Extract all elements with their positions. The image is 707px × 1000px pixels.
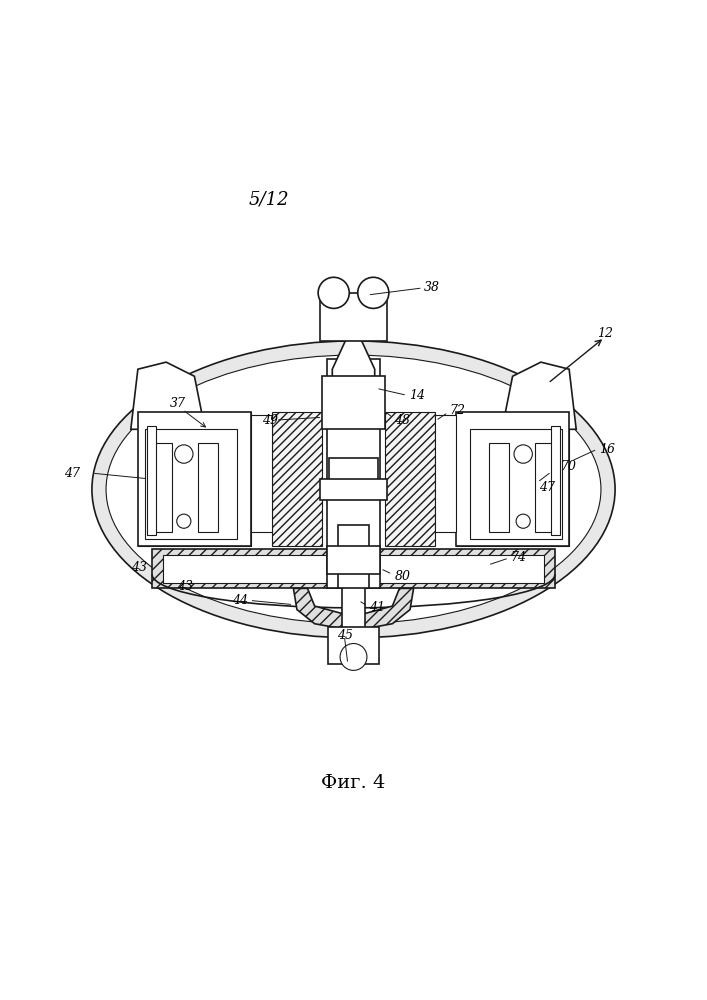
Text: 47: 47	[539, 481, 555, 494]
Text: 72: 72	[450, 404, 466, 417]
Text: 41: 41	[369, 601, 385, 614]
Bar	[535, 443, 555, 532]
Text: 70: 70	[561, 460, 577, 473]
Text: 45: 45	[337, 629, 353, 642]
Text: 38: 38	[424, 281, 440, 294]
Circle shape	[514, 445, 532, 463]
Bar	[251, 415, 272, 532]
Ellipse shape	[92, 341, 615, 638]
Polygon shape	[385, 412, 435, 546]
Bar	[147, 426, 156, 535]
Bar	[152, 549, 555, 588]
Text: 14: 14	[409, 389, 425, 402]
Bar	[327, 359, 380, 588]
Circle shape	[516, 514, 530, 528]
Circle shape	[177, 514, 191, 528]
Polygon shape	[131, 362, 201, 429]
Polygon shape	[332, 323, 375, 412]
Circle shape	[318, 277, 349, 308]
Bar	[152, 443, 172, 532]
Text: 48: 48	[395, 414, 411, 427]
Bar	[320, 293, 387, 341]
Bar	[342, 585, 365, 631]
Bar	[327, 546, 380, 574]
Circle shape	[340, 644, 367, 670]
Polygon shape	[456, 412, 569, 546]
Circle shape	[175, 445, 193, 463]
Bar	[470, 429, 562, 539]
Bar	[456, 412, 569, 546]
Bar	[329, 458, 378, 486]
Bar	[328, 627, 379, 664]
Polygon shape	[293, 588, 414, 631]
Text: 44: 44	[232, 594, 248, 607]
Text: 74: 74	[510, 551, 527, 564]
Bar	[322, 376, 385, 429]
Polygon shape	[138, 412, 251, 546]
Ellipse shape	[106, 355, 601, 624]
Bar	[145, 429, 237, 539]
Bar	[138, 412, 251, 546]
Text: 16: 16	[600, 443, 616, 456]
Bar	[489, 443, 509, 532]
Bar	[338, 525, 369, 588]
Text: 49: 49	[262, 414, 278, 427]
Text: Фиг. 4: Фиг. 4	[321, 774, 386, 792]
Bar	[435, 415, 456, 532]
Text: 43: 43	[177, 580, 193, 593]
Bar	[198, 443, 218, 532]
Polygon shape	[272, 412, 322, 546]
Text: 80: 80	[395, 570, 411, 583]
Bar	[320, 479, 387, 500]
Bar	[163, 555, 544, 583]
Polygon shape	[506, 362, 576, 429]
Text: 47: 47	[64, 467, 80, 480]
Text: 37: 37	[170, 397, 186, 410]
Text: 43: 43	[131, 561, 147, 574]
Text: 5/12: 5/12	[248, 191, 289, 209]
Circle shape	[358, 277, 389, 308]
Text: 12: 12	[597, 327, 614, 340]
Bar	[551, 426, 560, 535]
